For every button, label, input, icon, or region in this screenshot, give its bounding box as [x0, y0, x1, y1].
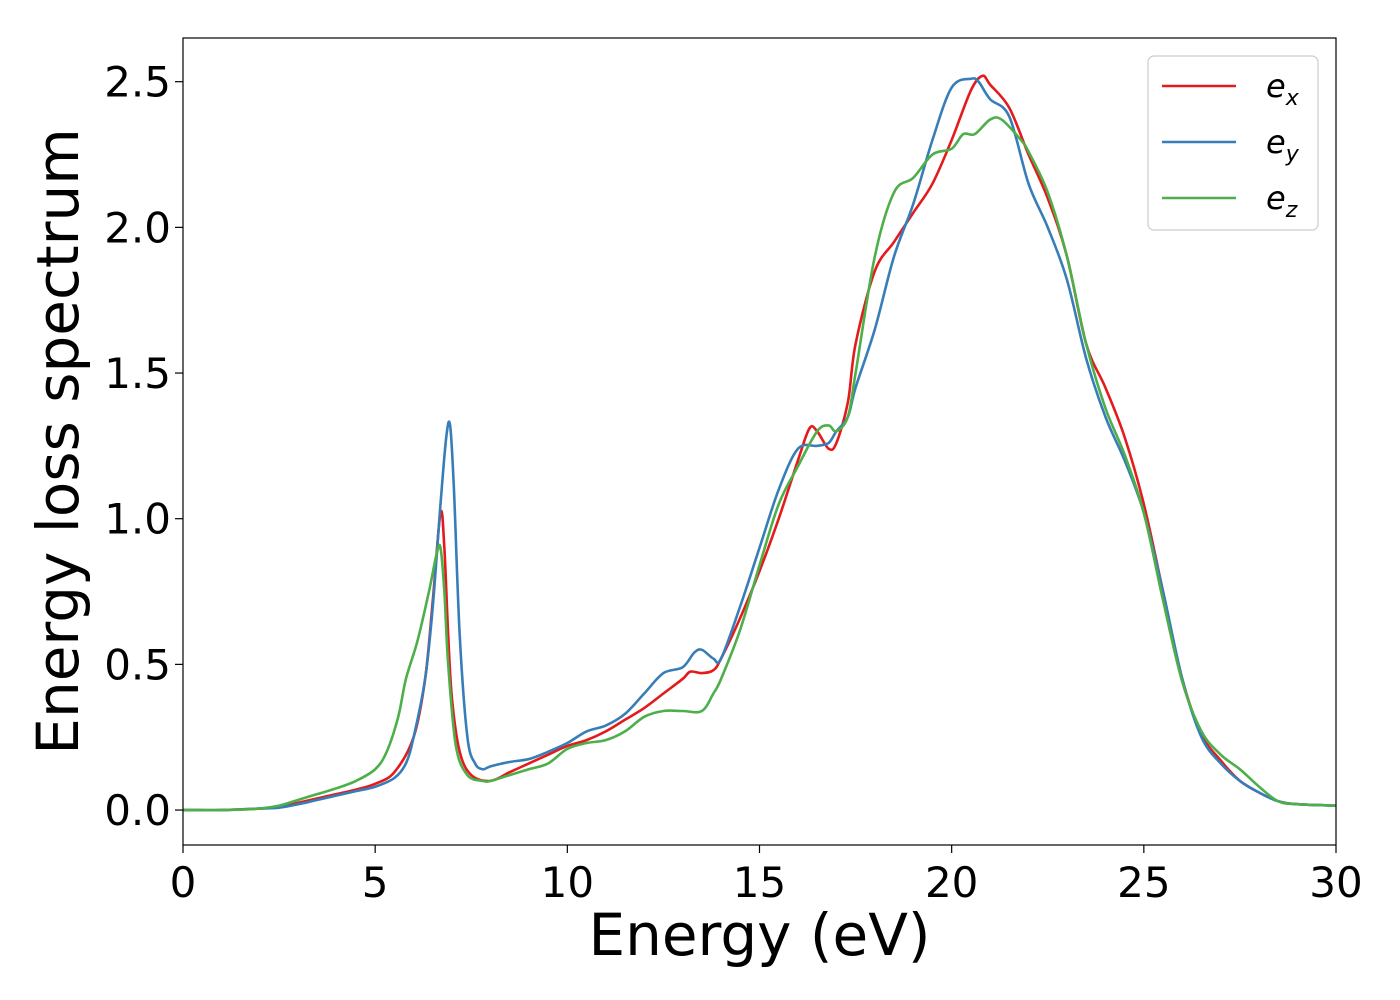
x-tick-label: 5	[362, 858, 389, 907]
series-layer	[183, 74, 1336, 812]
x-tick-label: 0	[170, 858, 197, 907]
axes-layer: 0 5 10 15 20 25 30 0.0 0.5 1.0 1.5 2.0 2.5	[104, 37, 1363, 907]
legend-label-z: ez	[1266, 179, 1298, 223]
x-tick-label: 30	[1309, 858, 1362, 907]
y-tick-label: 0.0	[104, 786, 171, 835]
series-line-y	[183, 77, 1336, 812]
series-line-z	[183, 116, 1336, 812]
y-tick-label: 2.0	[104, 203, 171, 252]
x-tick-label: 10	[541, 858, 594, 907]
legend-label-x: ex	[1266, 67, 1300, 111]
y-tick-label: 1.5	[104, 349, 171, 398]
y-tick-label: 1.0	[104, 495, 171, 544]
x-tick-label: 20	[925, 858, 978, 907]
x-tick-label: 15	[733, 858, 786, 907]
y-tick-label: 2.5	[104, 58, 171, 107]
x-axis-title: Energy (eV)	[588, 901, 930, 969]
legend-label-y: ey	[1266, 123, 1300, 167]
y-axis-title: Energy loss spectrum	[24, 128, 92, 754]
legend: ex ey ez	[1147, 55, 1319, 231]
x-tick-label: 25	[1117, 858, 1170, 907]
y-tick-label: 0.5	[104, 640, 171, 689]
